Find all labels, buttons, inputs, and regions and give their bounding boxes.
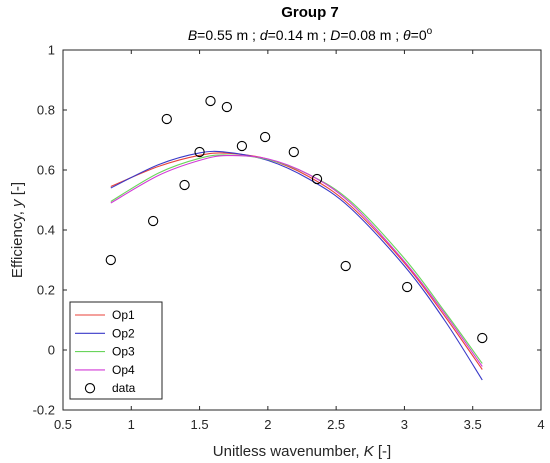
data-point [340, 260, 351, 272]
subtitle-big-d-symbol: D [330, 27, 340, 43]
y-tick-label: 0.2 [37, 283, 55, 298]
legend-label-op1: Op1 [112, 308, 135, 322]
x-axis-title-text: Unitless wavenumber, [213, 443, 364, 460]
series-line-op4 [110, 154, 483, 367]
data-point [402, 281, 413, 293]
x-axis-title-unit: [-] [374, 443, 392, 460]
y-axis-title-text: Efficiency, [9, 207, 26, 278]
data-point [259, 131, 271, 143]
x-tick-label: 2.5 [327, 417, 345, 432]
subtitle-d-symbol: d [260, 27, 269, 43]
plot-frame [62, 49, 542, 411]
subtitle-degree: o [427, 26, 433, 37]
y-axis-title-unit: [-] [9, 182, 26, 200]
chart-title: Group 7 [281, 4, 339, 21]
legend-label-op3: Op3 [112, 345, 135, 359]
legend-label-data: data [112, 381, 136, 395]
series-line-op1 [110, 152, 483, 370]
data-point [236, 140, 248, 152]
data-point [288, 146, 299, 158]
legend-swatch-data [84, 383, 96, 394]
data-point [147, 215, 159, 227]
x-tick-label: 4 [537, 417, 544, 432]
data-point [221, 101, 233, 113]
subtitle-b-symbol: B [188, 27, 197, 43]
x-axis-title: Unitless wavenumber, K [-] [213, 443, 391, 460]
legend-box [69, 301, 163, 400]
data-point [311, 173, 323, 185]
x-tick-label: 3 [401, 417, 408, 432]
x-tick-label: 1.5 [191, 417, 209, 432]
data-point [477, 332, 488, 344]
y-axis-title-symbol: y [9, 198, 26, 208]
data-point [194, 146, 205, 158]
y-tick-label: 0 [48, 343, 55, 358]
y-tick-label: 0.8 [37, 103, 55, 118]
plot-area: 0.5 1 1.5 2 2.5 3 3.5 4 -0.2 0 0.2 0.4 0.6 0.8 1 Op1 Op2… [33, 43, 545, 433]
y-axis-title: Efficiency, y [-] [9, 182, 26, 278]
x-axis-title-symbol: K [364, 443, 375, 460]
data-point [161, 113, 172, 125]
y-tick-label: 0.4 [37, 223, 55, 238]
x-tick-label: 2 [264, 417, 271, 432]
subtitle-theta-value: =0 [411, 27, 427, 43]
chart-subtitle: B=0.55 m ; d=0.14 m ; D=0.08 m ; θ=0o [188, 26, 433, 43]
series-line-op2 [110, 150, 483, 381]
data-point [205, 95, 216, 107]
x-tick-label: 0.5 [54, 417, 72, 432]
subtitle-big-d-value: =0.08 m ; [340, 27, 403, 43]
data-point [179, 179, 190, 191]
y-tick-label: 1 [48, 43, 55, 58]
subtitle-b-value: =0.55 m ; [197, 27, 260, 43]
subtitle-theta-symbol: θ [403, 27, 411, 43]
subtitle-d-value: =0.14 m ; [268, 27, 331, 43]
y-tick-label: -0.2 [33, 403, 55, 418]
legend-label-op2: Op2 [112, 326, 135, 340]
y-tick-label: 0.6 [37, 163, 55, 178]
data-point [105, 254, 116, 266]
x-tick-label: 3.5 [464, 417, 482, 432]
x-tick-label: 1 [128, 417, 135, 432]
legend-label-op4: Op4 [112, 363, 135, 377]
